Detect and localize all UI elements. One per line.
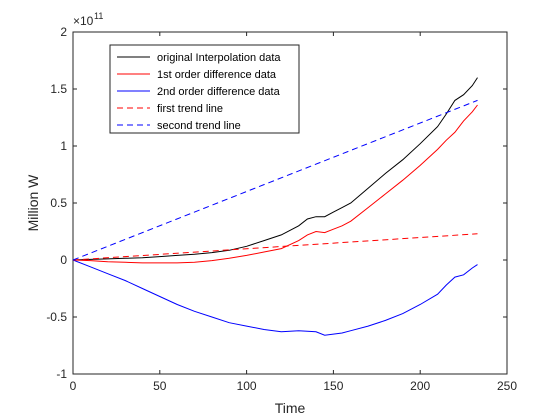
x-tick-label: 250 bbox=[497, 379, 517, 393]
y-tick-label: -1 bbox=[56, 367, 67, 381]
x-tick-label: 50 bbox=[153, 379, 167, 393]
x-tick-labels: 0 50 100 150 200 250 bbox=[70, 379, 518, 393]
y-axis-label: Million W bbox=[25, 174, 41, 232]
y-tick-label: 2 bbox=[60, 25, 67, 39]
y-tick-label: -0.5 bbox=[46, 310, 67, 324]
series-line-2 bbox=[72, 104, 478, 264]
x-tick-label: 0 bbox=[70, 379, 77, 393]
legend: original Interpolation data 1st order dif… bbox=[109, 44, 300, 134]
y-exponent-base: ×10 bbox=[73, 14, 94, 28]
series-line-4 bbox=[72, 233, 478, 261]
legend-label-2: 1st order difference data bbox=[157, 69, 277, 81]
series-line-3 bbox=[72, 259, 478, 336]
x-axis-label: Time bbox=[275, 400, 306, 416]
x-tick-label: 200 bbox=[410, 379, 430, 393]
y-tick-label: 0 bbox=[60, 253, 67, 267]
x-tick-label: 100 bbox=[237, 379, 257, 393]
y-tick-label: 1 bbox=[60, 139, 67, 153]
y-tick-labels: -1 -0.5 0 0.5 1 1.5 2 bbox=[46, 25, 67, 381]
legend-label-3: 2nd order difference data bbox=[157, 86, 281, 98]
series-line-5 bbox=[72, 99, 478, 261]
y-exponent-power: 11 bbox=[94, 11, 103, 21]
legend-label-1: original Interpolation data bbox=[157, 52, 281, 64]
legend-items: original Interpolation data 1st order dif… bbox=[117, 52, 281, 132]
legend-label-4: first trend line bbox=[157, 103, 223, 115]
y-tick-label: 1.5 bbox=[50, 82, 67, 96]
series-lines bbox=[72, 77, 478, 336]
legend-label-5: second trend line bbox=[157, 120, 241, 132]
series-line-1 bbox=[72, 77, 478, 261]
y-tick-label: 0.5 bbox=[50, 196, 67, 210]
axis-ticks bbox=[72, 31, 508, 375]
legend-box bbox=[109, 44, 300, 134]
x-tick-label: 150 bbox=[323, 379, 343, 393]
